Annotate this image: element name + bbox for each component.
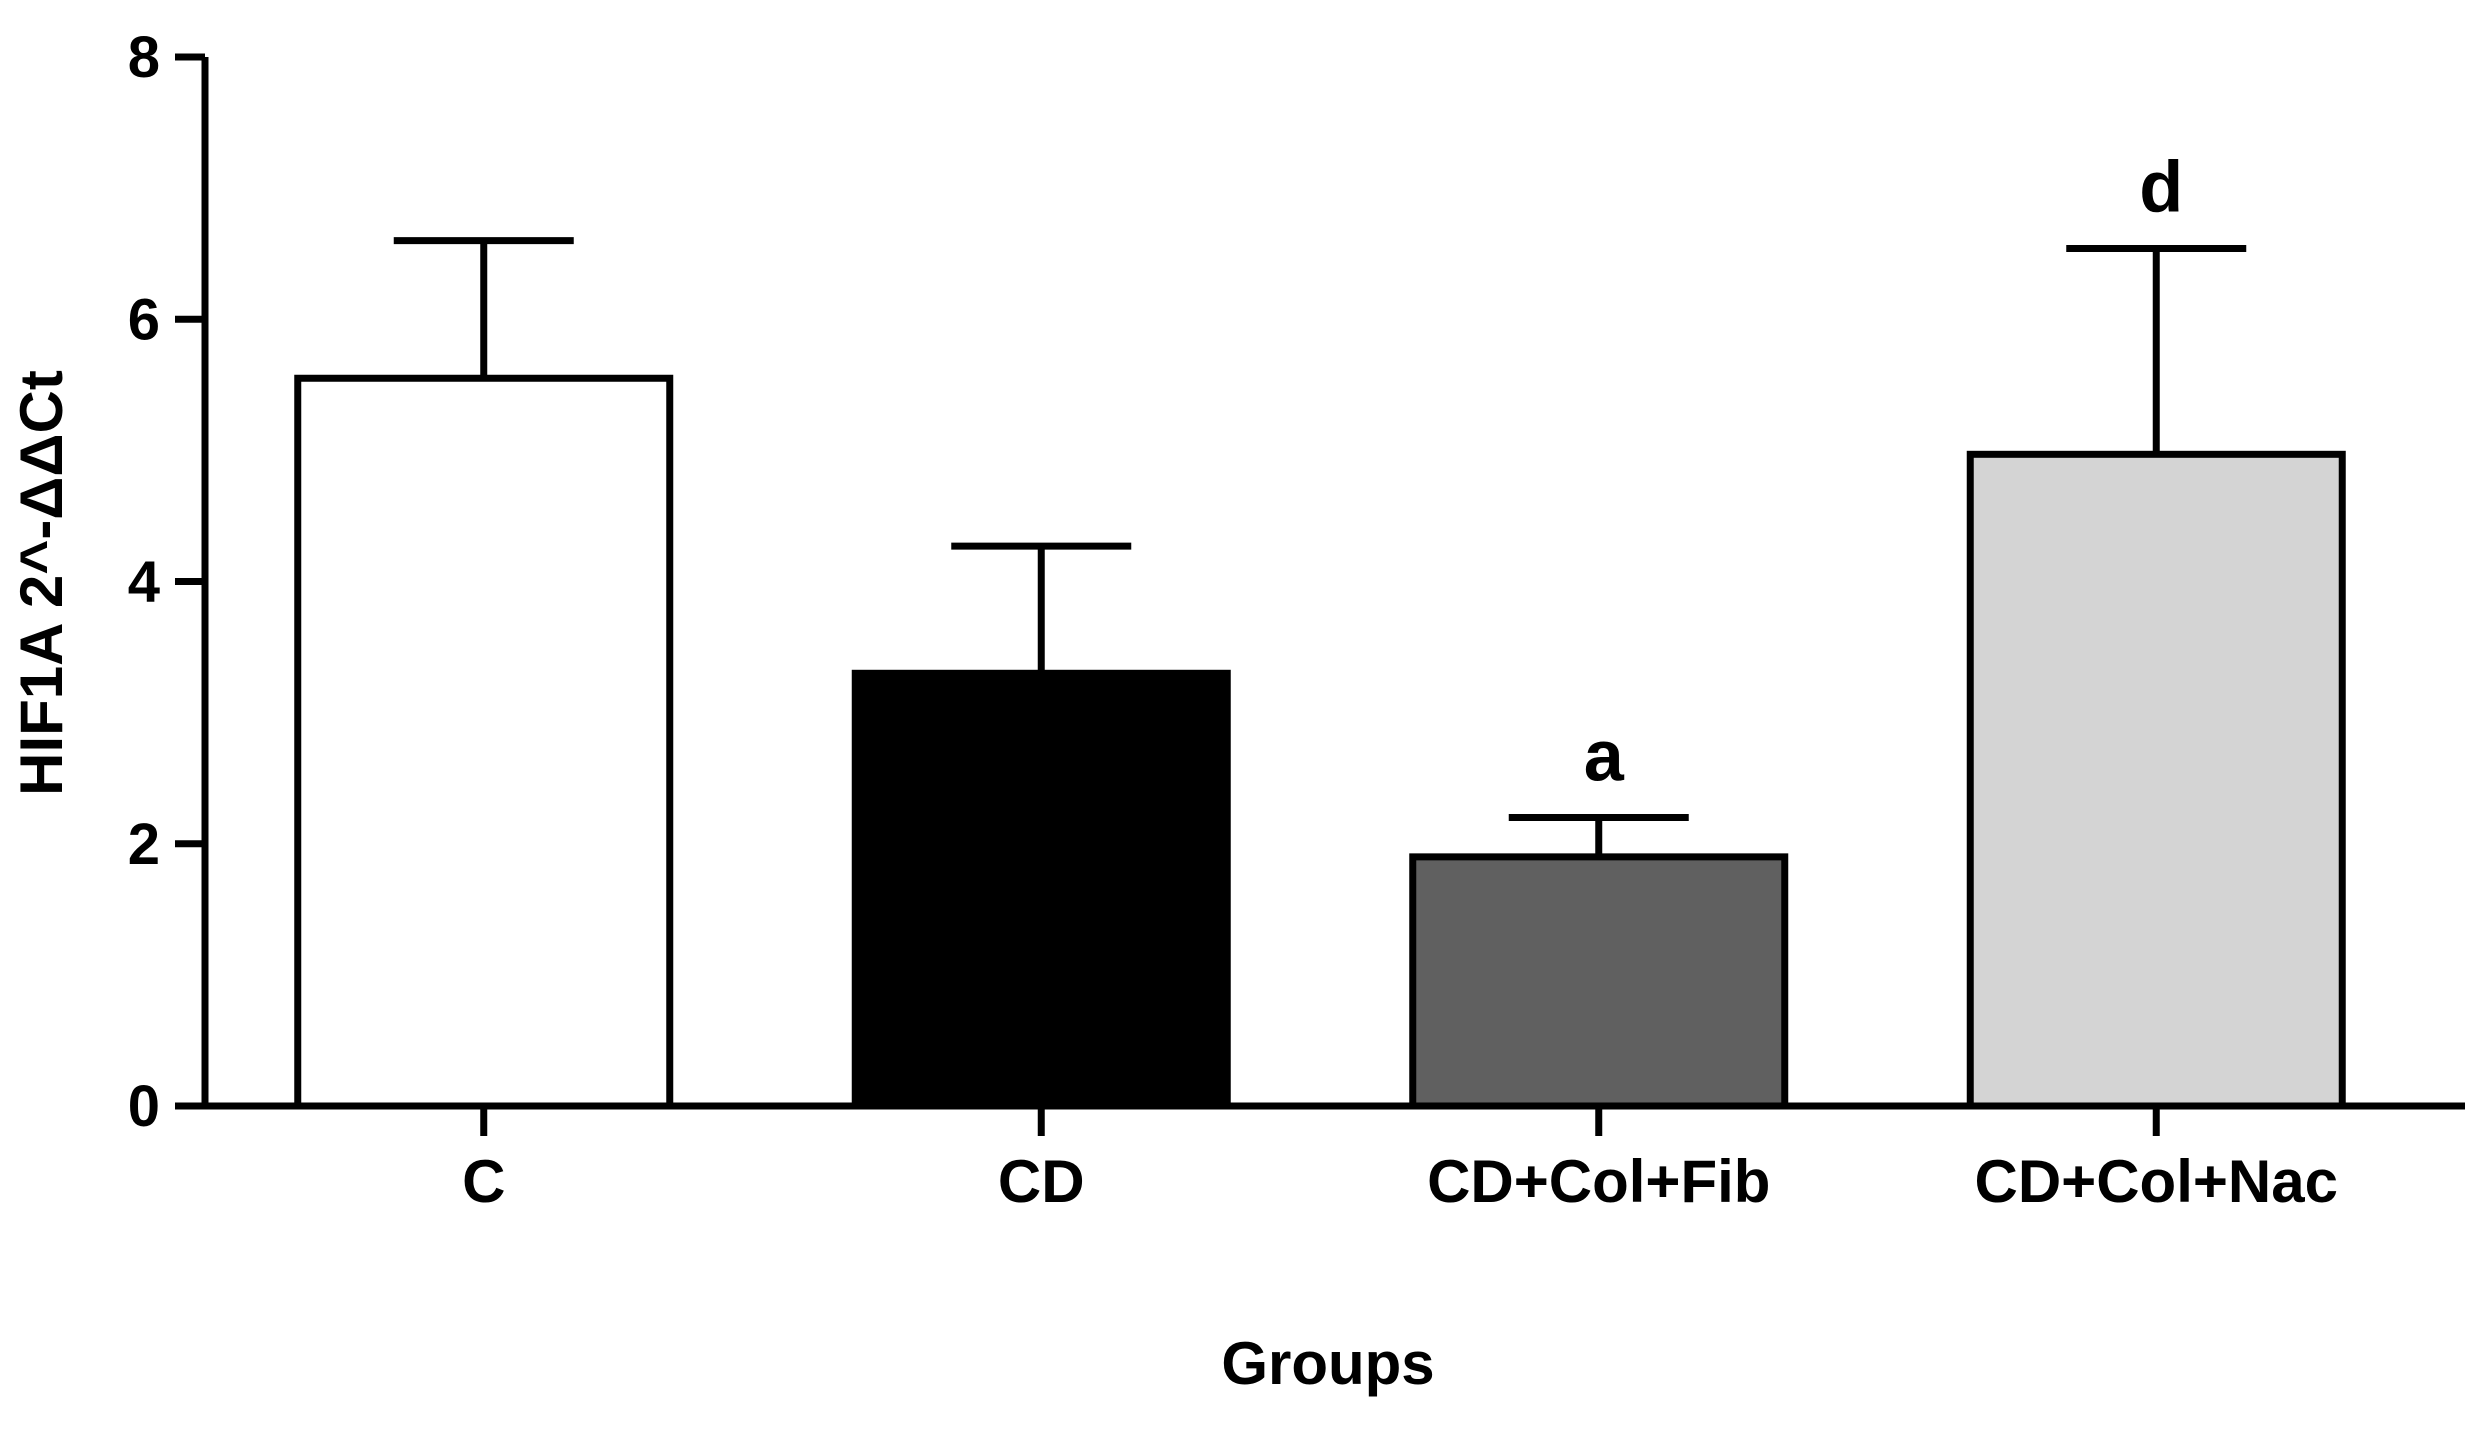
y-tick-label: 6 bbox=[128, 287, 160, 352]
x-tick-label: CD+Col+Fib bbox=[1427, 1148, 1770, 1215]
bar bbox=[294, 374, 674, 1110]
x-tick-label: CD+Col+Nac bbox=[1975, 1148, 2338, 1215]
x-tick-label: C bbox=[462, 1148, 505, 1215]
x-tick-label: CD bbox=[998, 1148, 1085, 1215]
bar bbox=[1966, 450, 2346, 1110]
significance-label: d bbox=[2139, 147, 2183, 227]
y-tick-label: 0 bbox=[128, 1074, 160, 1139]
x-axis-title: Groups bbox=[1221, 1330, 1434, 1397]
bar bbox=[851, 669, 1231, 1110]
y-tick-label: 2 bbox=[128, 812, 160, 877]
bar bbox=[1409, 853, 1789, 1110]
y-axis-title: HIF1A 2^-ΔΔCt bbox=[8, 370, 75, 796]
significance-label: a bbox=[1584, 717, 1625, 797]
bars bbox=[294, 237, 2346, 1110]
y-tick-label: 8 bbox=[128, 25, 160, 90]
labels: 0 2 4 6 8 C CD CD+Col+Fib a CD+Col+Nac d bbox=[128, 25, 2338, 1215]
y-tick-label: 4 bbox=[128, 550, 160, 615]
